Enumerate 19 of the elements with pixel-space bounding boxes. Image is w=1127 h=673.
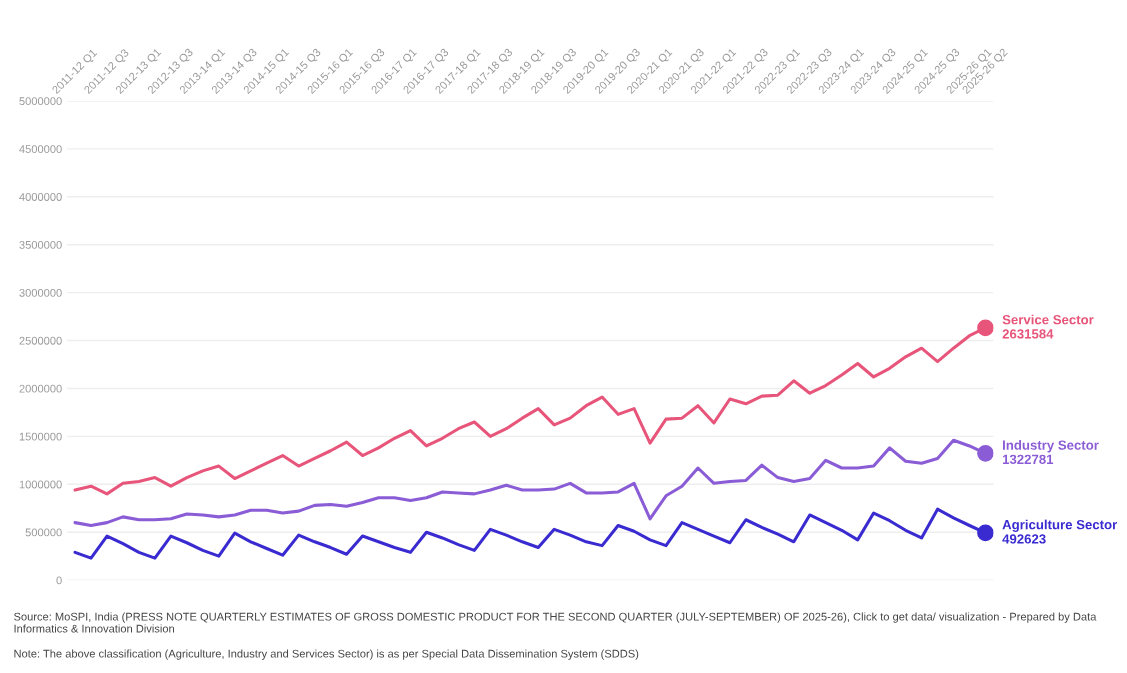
data-label: 492623	[1002, 534, 1046, 544]
data-label: 1322781	[1002, 454, 1054, 465]
y-tick-label: 2000000	[19, 384, 62, 393]
series-label: Service Sector	[1002, 314, 1094, 325]
text: Note: The above classification (Agriculture, Industry and Services Sector) is as per Special Data Dissemination System (SDDS)	[14, 649, 639, 660]
y-tick-label: 4500000	[19, 145, 62, 153]
series-label: Industry Sector	[1003, 440, 1099, 453]
y-tick-label: 0	[56, 576, 62, 585]
y-tick-label: 1000000	[19, 480, 62, 489]
source-note: Source: MoSPI, India (PRESS NOTE QUARTERLY ESTIMATES OF GROSS DOMESTIC PRODUCT FOR THE SECOND QUARTER (JULY-SEPTEMBER) OF 2025-26), Click to get data/ visualization - Prepared by Data Informatics & Innovation Division	[14, 612, 1097, 633]
y-tick-label: 3000000	[19, 288, 62, 297]
y-tick-label: 2500000	[19, 336, 62, 345]
y-tick-label: 3500000	[19, 240, 62, 249]
series-label: Agriculture Sector	[1002, 519, 1118, 532]
data-label: 2631584	[1002, 329, 1054, 339]
y-tick-label: 5000000	[19, 97, 62, 106]
y-tick-label: 1500000	[19, 432, 62, 441]
y-tick-label: 4000000	[19, 193, 62, 201]
y-tick-label: 500000	[25, 528, 62, 537]
